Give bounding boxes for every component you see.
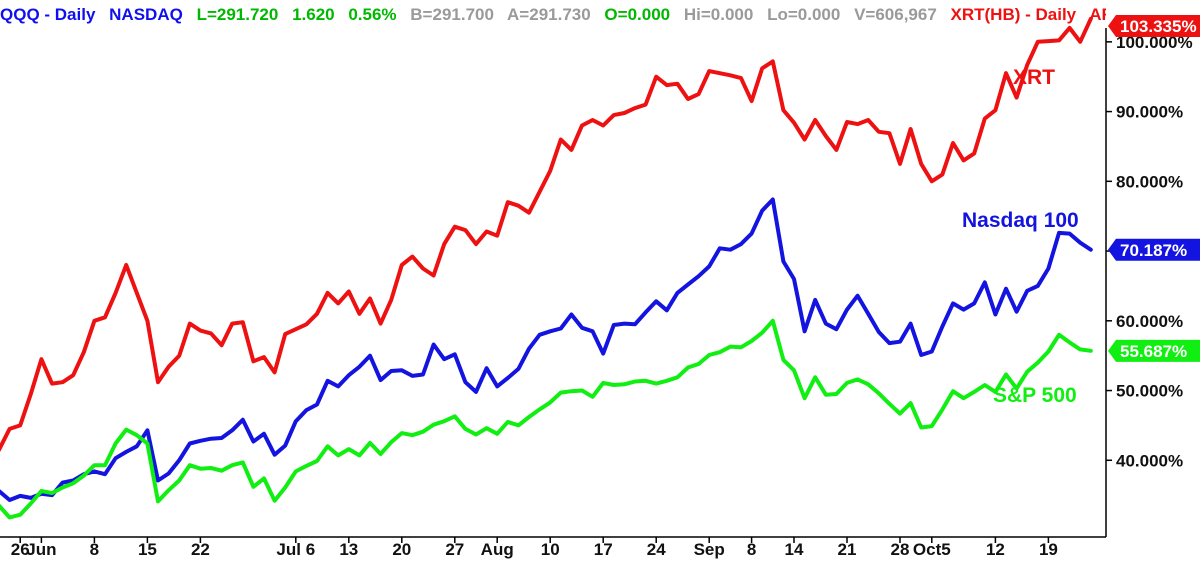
x-tick-label: 27 xyxy=(445,540,464,559)
value-badge-label: 70.187% xyxy=(1120,241,1187,260)
x-tick-label: Jun xyxy=(26,540,56,559)
header-exchange: NASDAQ xyxy=(109,5,183,24)
y-tick-label: 50.000% xyxy=(1116,382,1183,401)
value-badge-label: 55.687% xyxy=(1120,342,1187,361)
header-qqq-title: QQQ - Daily xyxy=(0,5,96,24)
x-tick-label: 28 xyxy=(891,540,910,559)
y-tick-label: 60.000% xyxy=(1116,312,1183,331)
value-badge xyxy=(1108,238,1200,261)
header-arc: ARC xyxy=(1089,5,1106,24)
header-ask: A=291.730 xyxy=(507,5,591,24)
series-annotation: S&P 500 xyxy=(993,384,1077,407)
header-pct: 0.56% xyxy=(348,5,397,24)
value-badge xyxy=(1108,339,1200,362)
x-tick-label: 13 xyxy=(339,540,358,559)
x-tick-label: 24 xyxy=(647,540,666,559)
value-badges: 103.335% 70.187% 55.687% xyxy=(1108,15,1200,362)
header-lo: Lo=0.000 xyxy=(767,5,841,24)
x-tick-label: 15 xyxy=(138,540,157,559)
value-badge xyxy=(1108,15,1200,37)
y-tick-label: 100.000% xyxy=(1116,33,1193,52)
y-tick-label: 40.000% xyxy=(1116,451,1183,470)
x-tick-label: 14 xyxy=(785,540,804,559)
x-tick-label: 26 xyxy=(11,540,30,559)
x-tick-label: Aug xyxy=(481,540,514,559)
chart-lines xyxy=(0,16,1093,520)
x-tick-label: 20 xyxy=(392,540,411,559)
value-badge-label: 103.335% xyxy=(1120,17,1197,36)
header-last: L=291.720 xyxy=(196,5,279,24)
x-tick-label: 10 xyxy=(541,540,560,559)
y-tick-label: 90.000% xyxy=(1116,103,1183,122)
x-tick-label: 8 xyxy=(747,540,756,559)
x-tick-label: Jul 6 xyxy=(276,540,315,559)
chart-header: QQQ - Daily NASDAQ L=291.720 1.620 0.56%… xyxy=(0,0,1106,30)
series-annotation: Nasdaq 100 xyxy=(962,209,1079,232)
x-tick-label: 19 xyxy=(1039,540,1058,559)
y-tick-label: 80.000% xyxy=(1116,172,1183,191)
header-xrt-title: XRT(HB) - Daily xyxy=(950,5,1077,24)
series-line xyxy=(0,16,1093,452)
x-tick-label: 17 xyxy=(594,540,613,559)
header-vol: V=606,967 xyxy=(854,5,937,24)
series-annotation: XRT xyxy=(1013,66,1055,89)
series-line xyxy=(0,197,1093,502)
x-tick-label: 8 xyxy=(90,540,99,559)
series-line xyxy=(0,318,1093,520)
header-change: 1.620 xyxy=(292,5,335,24)
header-bid: B=291.700 xyxy=(410,5,494,24)
annotations: XRT Nasdaq 100 S&P 500 xyxy=(962,66,1079,407)
header-hi: Hi=0.000 xyxy=(683,5,754,24)
x-tick-label: 21 xyxy=(838,540,857,559)
x-tick-label: 22 xyxy=(191,540,210,559)
x-tick-label: 12 xyxy=(986,540,1005,559)
x-tick-label: Oct5 xyxy=(913,540,951,559)
x-tick-label: Sep xyxy=(694,540,725,559)
header-open: O=0.000 xyxy=(604,5,671,24)
y-axis-ticks: 40.000%50.000%60.000%70.000%80.000%90.00… xyxy=(0,28,1193,538)
